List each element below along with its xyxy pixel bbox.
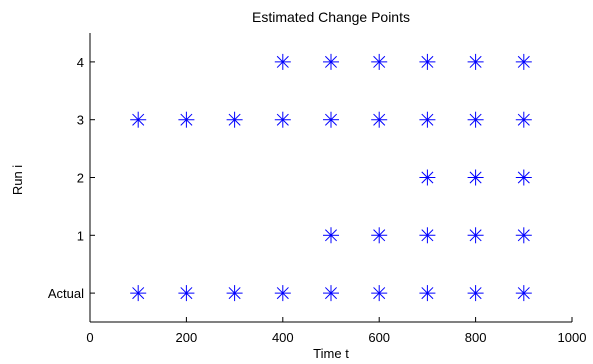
data-point-marker: [274, 285, 291, 302]
x-tick-label: 400: [272, 330, 294, 345]
y-ticks: Actual 1 2 3 4: [48, 55, 95, 301]
data-point-marker: [419, 285, 436, 302]
y-tick-label: Actual: [48, 286, 84, 301]
x-tick-label: 200: [176, 330, 198, 345]
chart-title: Estimated Change Points: [252, 9, 410, 25]
data-point-marker: [467, 169, 484, 186]
data-markers: [130, 53, 532, 302]
plot-area: 0 200 400 600 800 1000 Actual 1 2 3 4: [48, 33, 586, 345]
y-tick-label: 3: [77, 113, 84, 128]
data-point-marker: [274, 111, 291, 128]
x-tick-label: 0: [86, 330, 93, 345]
data-point-marker: [371, 53, 388, 70]
data-point-marker: [419, 111, 436, 128]
data-point-marker: [515, 169, 532, 186]
data-point-marker: [323, 53, 339, 70]
x-ticks: 0 200 400 600 800 1000: [86, 317, 586, 345]
y-axis-label: Run i: [10, 165, 25, 195]
data-point-marker: [130, 111, 147, 128]
data-point-marker: [467, 53, 484, 70]
x-tick-label: 800: [465, 330, 487, 345]
data-point-marker: [323, 111, 339, 128]
data-point-marker: [467, 111, 484, 128]
data-point-marker: [419, 53, 436, 70]
y-tick-label: 1: [77, 228, 84, 243]
data-point-marker: [323, 285, 339, 302]
data-point-marker: [274, 53, 291, 70]
data-point-marker: [371, 285, 388, 302]
data-point-marker: [226, 111, 243, 128]
data-point-marker: [515, 285, 532, 302]
data-point-marker: [371, 227, 388, 244]
data-point-marker: [515, 111, 532, 128]
data-point-marker: [467, 227, 484, 244]
x-tick-label: 1000: [558, 330, 587, 345]
x-axis-label: Time t: [313, 346, 349, 361]
y-tick-label: 4: [77, 55, 84, 70]
x-tick-label: 600: [368, 330, 390, 345]
data-point-marker: [178, 111, 195, 128]
data-point-marker: [371, 111, 388, 128]
data-point-marker: [130, 285, 147, 302]
data-point-marker: [515, 53, 532, 70]
data-point-marker: [226, 285, 243, 302]
data-point-marker: [419, 169, 436, 186]
y-tick-label: 2: [77, 171, 84, 186]
data-point-marker: [419, 227, 436, 244]
data-point-marker: [323, 227, 339, 244]
data-point-marker: [515, 227, 532, 244]
data-point-marker: [467, 285, 484, 302]
data-point-marker: [178, 285, 195, 302]
